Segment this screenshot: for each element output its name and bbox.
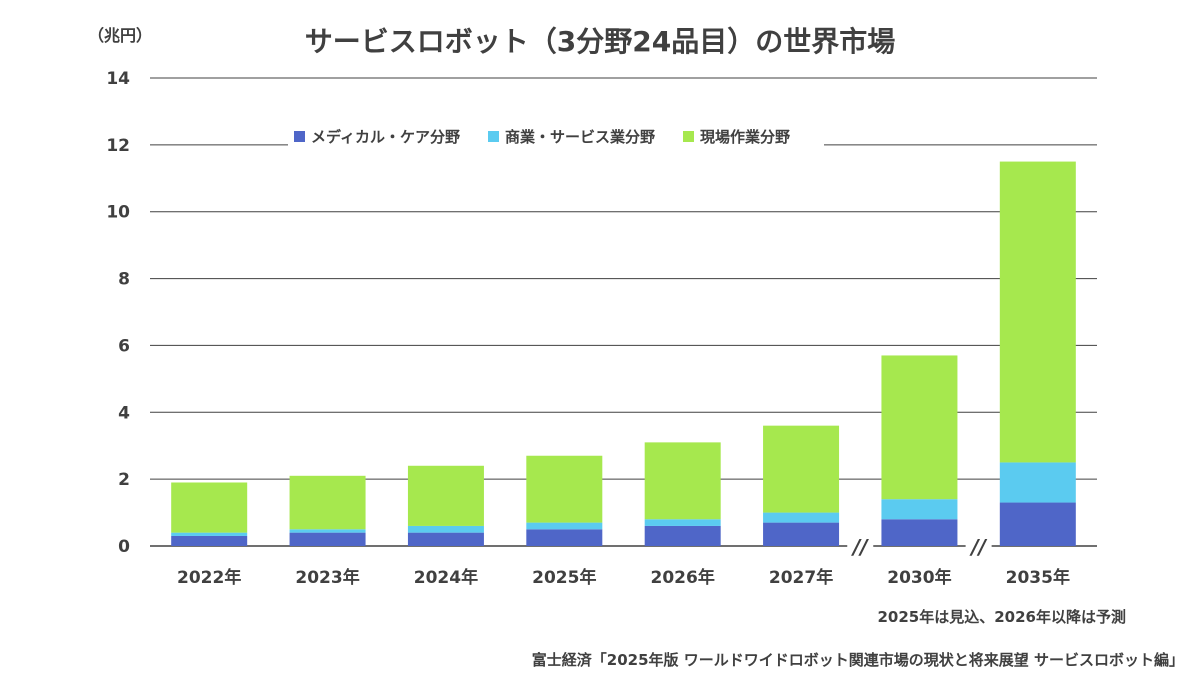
legend-label-field-work: 現場作業分野 xyxy=(699,128,790,146)
y-tick-label-14: 14 xyxy=(106,69,130,89)
bar-segment-2-0 xyxy=(407,532,484,546)
bar-segment-4-1 xyxy=(644,519,721,526)
bar-segment-3-1 xyxy=(526,522,603,530)
bar-segment-1-2 xyxy=(289,475,366,530)
chart-title: サービスロボット（3分野24品目）の世界市場 xyxy=(304,25,896,58)
x-tick-label-7: 2035年 xyxy=(1006,567,1070,588)
x-tick-label-3: 2025年 xyxy=(532,567,596,588)
bar-segment-0-2 xyxy=(171,482,248,533)
y-tick-label-0: 0 xyxy=(118,537,130,557)
bar-segment-4-0 xyxy=(644,525,721,546)
x-tick-labels: 2022年 2023年 2024年 2025年 2026年 2027年 2030年 2035年 xyxy=(177,567,1070,588)
y-tick-label-12: 12 xyxy=(106,136,130,156)
bar-segment-6-0 xyxy=(881,519,958,546)
bar-segment-5-1 xyxy=(763,512,840,523)
source-citation: 富士経済「2025年版 ワールドワイドロボット関連市場の現状と将来展望 サービス… xyxy=(531,651,1184,669)
y-tick-labels: 0 2 4 6 8 10 12 14 xyxy=(106,69,130,557)
bar-segment-6-1 xyxy=(881,499,958,520)
bar-segment-2-1 xyxy=(407,525,484,533)
x-tick-label-5: 2027年 xyxy=(769,567,833,588)
axis-break-mark-1: // xyxy=(969,535,987,559)
y-axis-unit-label: （兆円） xyxy=(88,26,153,45)
y-tick-label-6: 6 xyxy=(118,336,130,356)
x-tick-label-2: 2024年 xyxy=(414,567,478,588)
legend-swatch-field-work xyxy=(682,131,694,142)
legend-item-field-work: 現場作業分野 xyxy=(682,126,790,147)
axis-break-marks: // // xyxy=(847,535,992,559)
axis-break-gap-1 xyxy=(965,542,992,551)
y-tick-label-8: 8 xyxy=(118,270,130,290)
legend-label-medical-care: メディカル・ケア分野 xyxy=(311,128,460,146)
legend-swatch-commercial-service xyxy=(487,131,499,142)
x-tick-label-1: 2023年 xyxy=(295,567,359,588)
legend: メディカル・ケア分野 商業・サービス業分野 現場作業分野 xyxy=(288,126,824,147)
x-tick-label-4: 2026年 xyxy=(651,567,715,588)
bar-segment-0-1 xyxy=(171,532,248,536)
bar-segment-5-2 xyxy=(763,425,840,513)
axis-break-gap-0 xyxy=(847,542,874,551)
legend-item-commercial-service: 商業・サービス業分野 xyxy=(487,126,655,147)
forecast-note: 2025年は見込、2026年以降は予測 xyxy=(877,608,1127,626)
bar-segment-3-0 xyxy=(526,529,603,546)
bar-stacks xyxy=(171,161,1076,546)
axis-break-mark-0: // xyxy=(851,535,869,559)
bar-segment-0-0 xyxy=(171,535,248,546)
legend-swatch-medical-care xyxy=(294,131,305,142)
bar-segment-6-2 xyxy=(881,355,958,500)
bar-segment-7-1 xyxy=(999,462,1076,503)
y-tick-label-4: 4 xyxy=(118,403,130,423)
bar-segment-3-2 xyxy=(526,455,603,523)
bar-segment-2-2 xyxy=(407,465,484,526)
x-tick-label-6: 2030年 xyxy=(887,567,951,588)
legend-item-medical-care: メディカル・ケア分野 xyxy=(294,126,460,147)
bar-segment-5-0 xyxy=(763,522,840,546)
bar-segment-1-1 xyxy=(289,529,366,533)
x-tick-label-0: 2022年 xyxy=(177,567,241,588)
bar-segment-1-0 xyxy=(289,532,366,546)
bar-segment-7-0 xyxy=(999,502,1076,546)
legend-label-commercial-service: 商業・サービス業分野 xyxy=(504,128,655,146)
y-tick-label-10: 10 xyxy=(106,203,130,223)
bar-segment-4-2 xyxy=(644,442,721,520)
bar-segment-7-2 xyxy=(999,161,1076,463)
y-tick-label-2: 2 xyxy=(118,470,130,490)
